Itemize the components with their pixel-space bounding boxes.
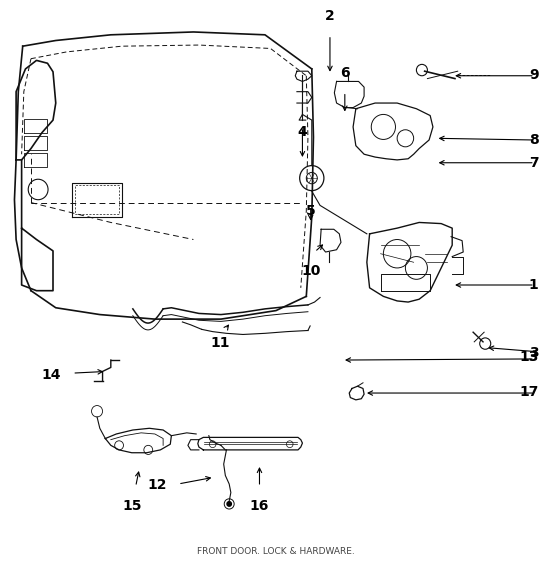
Text: 7: 7 — [529, 156, 539, 170]
Text: FRONT DOOR. LOCK & HARDWARE.: FRONT DOOR. LOCK & HARDWARE. — [197, 547, 355, 556]
Text: 2: 2 — [325, 10, 335, 23]
Text: 1: 1 — [529, 278, 539, 292]
Text: 15: 15 — [122, 499, 141, 513]
Text: 5: 5 — [306, 204, 316, 218]
Text: 16: 16 — [250, 499, 269, 513]
Circle shape — [227, 502, 231, 506]
Text: 11: 11 — [210, 336, 230, 350]
Text: 10: 10 — [301, 264, 320, 278]
Text: 13: 13 — [519, 350, 539, 364]
Text: 14: 14 — [42, 368, 61, 382]
Text: 6: 6 — [340, 66, 349, 80]
Text: 17: 17 — [519, 385, 539, 399]
Text: 4: 4 — [298, 125, 307, 139]
Text: 3: 3 — [529, 346, 539, 360]
Text: 8: 8 — [529, 133, 539, 147]
Text: 12: 12 — [147, 478, 167, 492]
Text: 9: 9 — [529, 68, 539, 82]
